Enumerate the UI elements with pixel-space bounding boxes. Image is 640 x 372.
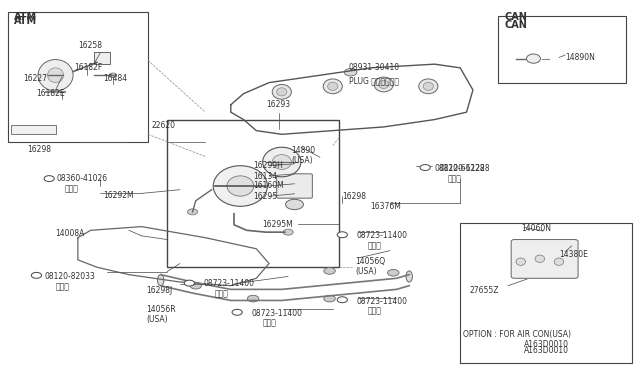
Ellipse shape <box>276 88 287 96</box>
Ellipse shape <box>328 82 338 90</box>
Text: A163D0010: A163D0010 <box>524 346 569 355</box>
Text: （１）: （１） <box>262 319 276 328</box>
Text: 14380E: 14380E <box>559 250 588 259</box>
Ellipse shape <box>272 155 291 169</box>
Ellipse shape <box>213 166 268 206</box>
Ellipse shape <box>285 199 303 210</box>
Text: 16293: 16293 <box>266 100 290 109</box>
Bar <box>11 125 56 134</box>
Ellipse shape <box>323 79 342 94</box>
Circle shape <box>337 232 348 238</box>
Circle shape <box>344 68 357 76</box>
Text: 16295: 16295 <box>253 192 277 201</box>
Text: 16376M: 16376M <box>370 202 401 211</box>
Text: 16134: 16134 <box>253 171 277 180</box>
Text: CAN: CAN <box>505 13 527 22</box>
Ellipse shape <box>406 271 412 282</box>
Ellipse shape <box>262 147 301 177</box>
Text: ATM: ATM <box>14 16 37 26</box>
Text: 08931-30410: 08931-30410 <box>349 63 400 72</box>
Ellipse shape <box>516 258 525 265</box>
Circle shape <box>324 295 335 302</box>
Ellipse shape <box>419 79 438 94</box>
Text: 08723-11400: 08723-11400 <box>204 279 254 288</box>
Circle shape <box>420 164 430 170</box>
Ellipse shape <box>38 60 73 91</box>
Text: 22620: 22620 <box>151 121 175 129</box>
Text: ATM: ATM <box>14 13 37 22</box>
Text: 16298: 16298 <box>27 145 51 154</box>
Text: 16182F: 16182F <box>75 63 103 72</box>
Ellipse shape <box>527 54 540 63</box>
Ellipse shape <box>157 275 164 286</box>
Text: 16484: 16484 <box>103 74 127 83</box>
Ellipse shape <box>227 176 253 196</box>
Circle shape <box>109 73 116 77</box>
Circle shape <box>324 267 335 274</box>
Text: 16295M: 16295M <box>262 220 293 229</box>
Text: 14056Q: 14056Q <box>355 257 385 266</box>
Text: PLUG プラグ（１）: PLUG プラグ（１） <box>349 76 399 85</box>
Text: OPTION : FOR AIR CON(USA): OPTION : FOR AIR CON(USA) <box>463 330 572 339</box>
Text: 14890: 14890 <box>291 147 316 155</box>
Text: （４）: （４） <box>368 306 381 315</box>
Ellipse shape <box>535 255 545 262</box>
Text: 16182E: 16182E <box>36 89 65 98</box>
Ellipse shape <box>47 68 63 83</box>
Circle shape <box>31 272 42 278</box>
Circle shape <box>247 295 259 302</box>
Ellipse shape <box>272 84 291 99</box>
Circle shape <box>283 229 293 235</box>
Text: （２）: （２） <box>447 174 461 183</box>
Circle shape <box>232 310 243 315</box>
Text: (USA): (USA) <box>147 315 168 324</box>
Text: 14060N: 14060N <box>521 224 551 233</box>
Ellipse shape <box>379 80 389 89</box>
Text: (USA): (USA) <box>355 267 377 276</box>
Ellipse shape <box>374 77 394 92</box>
Ellipse shape <box>423 82 433 90</box>
Text: 14056R: 14056R <box>147 305 176 314</box>
Text: 08120-61228: 08120-61228 <box>435 164 485 173</box>
Text: 16299H: 16299H <box>253 161 283 170</box>
Circle shape <box>44 176 54 182</box>
Text: (USA): (USA) <box>291 156 313 166</box>
Circle shape <box>190 282 202 289</box>
FancyBboxPatch shape <box>276 174 312 198</box>
Text: 16298J: 16298J <box>147 286 173 295</box>
Text: 14890N: 14890N <box>565 53 595 62</box>
Text: 08723-11400: 08723-11400 <box>356 231 407 240</box>
Text: （４）: （４） <box>368 241 381 250</box>
Text: 16258: 16258 <box>78 41 102 50</box>
Text: 16160M: 16160M <box>253 182 284 190</box>
Text: 08360-41026: 08360-41026 <box>57 174 108 183</box>
Circle shape <box>337 297 348 303</box>
Ellipse shape <box>554 258 564 265</box>
Text: 16292M: 16292M <box>103 191 134 200</box>
Text: CAN: CAN <box>505 20 527 30</box>
Text: （１）: （１） <box>215 289 228 298</box>
Text: 16298: 16298 <box>342 192 366 201</box>
FancyBboxPatch shape <box>511 240 578 278</box>
Circle shape <box>388 269 399 276</box>
Circle shape <box>184 280 195 286</box>
Text: 08120-82033: 08120-82033 <box>44 272 95 281</box>
Text: A163D0010: A163D0010 <box>524 340 569 349</box>
Text: （１）: （１） <box>65 185 79 193</box>
Text: 08723-11400: 08723-11400 <box>251 309 302 318</box>
Circle shape <box>188 209 198 215</box>
Text: 14008A: 14008A <box>56 230 85 238</box>
Text: （２）: （２） <box>56 282 69 291</box>
Bar <box>94 52 109 64</box>
Text: 08723-11400: 08723-11400 <box>356 297 407 306</box>
Text: 08120-61228: 08120-61228 <box>439 164 490 173</box>
Text: 16227: 16227 <box>24 74 48 83</box>
Text: 27655Z: 27655Z <box>470 286 499 295</box>
